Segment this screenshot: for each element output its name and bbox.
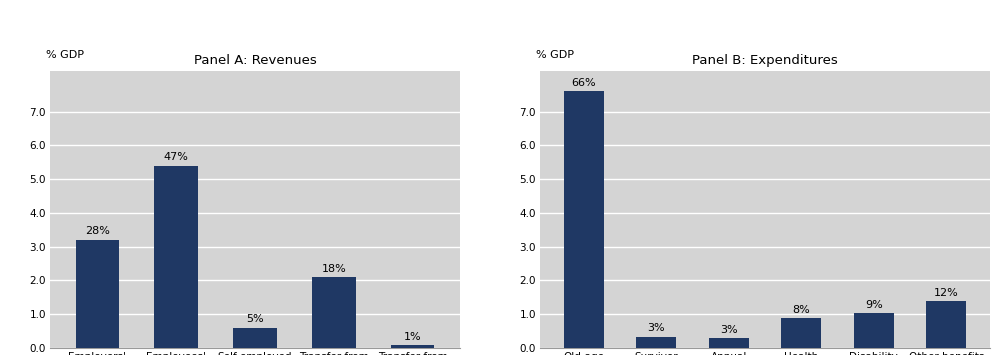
- Bar: [391, 345, 434, 348]
- Text: % GDP: % GDP: [46, 50, 84, 60]
- Bar: [76, 240, 119, 348]
- Bar: [312, 277, 356, 348]
- Bar: [154, 165, 198, 348]
- Bar: [854, 313, 894, 348]
- Title: Panel B: Expenditures: Panel B: Expenditures: [692, 54, 838, 67]
- Bar: [636, 337, 676, 348]
- Text: 5%: 5%: [246, 314, 264, 324]
- Bar: [781, 318, 821, 348]
- Text: 3%: 3%: [647, 323, 665, 333]
- Text: % GDP: % GDP: [536, 50, 574, 60]
- Text: 1%: 1%: [404, 332, 422, 342]
- Bar: [233, 328, 277, 348]
- Title: Panel A: Revenues: Panel A: Revenues: [194, 54, 316, 67]
- Text: 12%: 12%: [934, 288, 959, 298]
- Bar: [926, 301, 966, 348]
- Text: 28%: 28%: [85, 226, 110, 236]
- Bar: [709, 338, 749, 348]
- Text: 3%: 3%: [720, 325, 738, 335]
- Text: 18%: 18%: [321, 264, 346, 274]
- Bar: [564, 91, 604, 348]
- Text: 47%: 47%: [164, 152, 189, 162]
- Text: 9%: 9%: [865, 300, 883, 310]
- Text: 8%: 8%: [792, 305, 810, 315]
- Text: 66%: 66%: [571, 78, 596, 88]
